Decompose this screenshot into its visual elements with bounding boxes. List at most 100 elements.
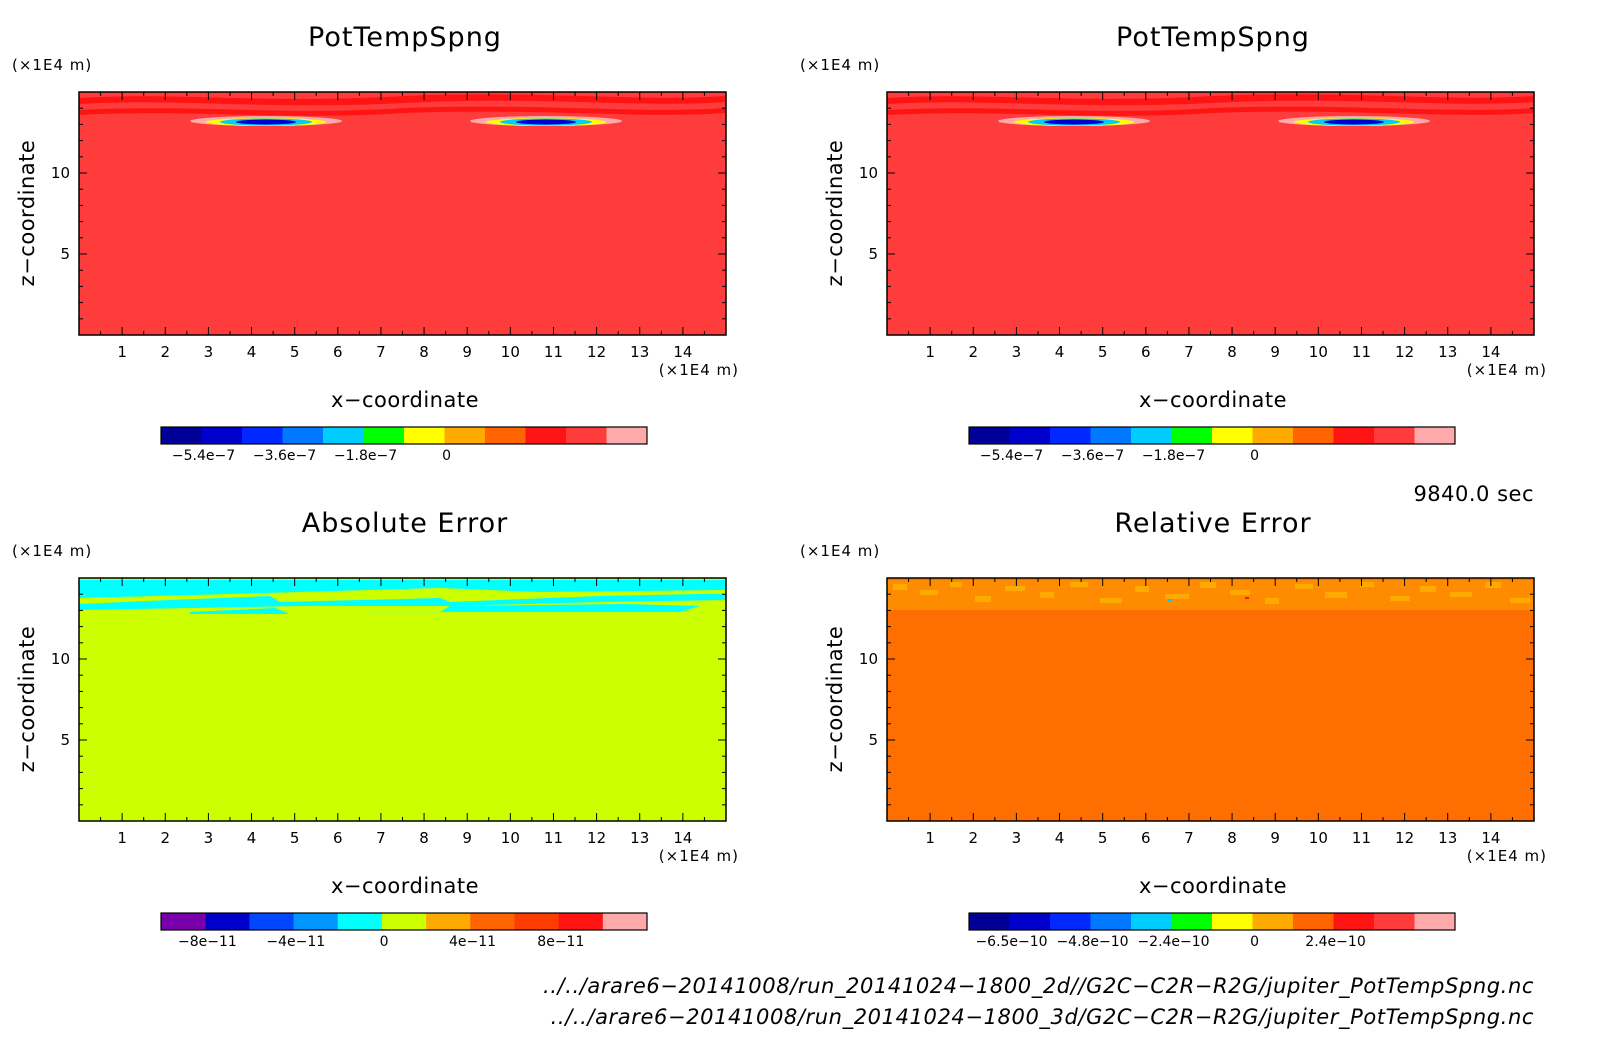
- colorbar-frame: [968, 912, 1456, 931]
- colorbar-swatch: [1333, 913, 1375, 930]
- x-tick-label: 6: [1141, 829, 1151, 847]
- x-tick-label: 1: [925, 343, 935, 361]
- x-tick-label: 14: [1481, 829, 1500, 847]
- colorbar-swatch: [1333, 427, 1375, 444]
- x-tick-label: 9: [462, 343, 472, 361]
- x-unit-label: (×1E4 m): [1467, 361, 1547, 379]
- x-unit-label: (×1E4 m): [1467, 847, 1547, 865]
- x-tick-label: 10: [501, 343, 520, 361]
- colorbar-swatch: [1252, 913, 1294, 930]
- colorbar-tick-label: −3.6e−7: [1061, 448, 1124, 464]
- x-tick-label: 9: [1270, 343, 1280, 361]
- y-axis-label: z−coordinate: [823, 140, 847, 287]
- colorbar-swatch: [282, 427, 324, 444]
- colorbar-tick-label: 0: [380, 934, 389, 950]
- colorbar-tick-label: −2.4e−10: [1137, 934, 1209, 950]
- x-tick-label: 1: [117, 343, 127, 361]
- background-field: [887, 92, 1534, 335]
- x-tick-label: 10: [1309, 829, 1328, 847]
- colorbar-swatch: [969, 427, 1010, 444]
- x-tick-label: 8: [1227, 829, 1237, 847]
- y-unit-label: (×1E4 m): [800, 56, 880, 74]
- colorbar-tick-label: 0: [1250, 934, 1259, 950]
- colorbar-swatch: [1009, 427, 1051, 444]
- x-tick-label: 1: [117, 829, 127, 847]
- x-axis-label: x−coordinate: [331, 388, 479, 412]
- y-axis-label: z−coordinate: [15, 140, 39, 287]
- x-tick-label: 8: [419, 829, 429, 847]
- background-field: [887, 578, 1534, 821]
- colorbar-tick-label: −5.4e−7: [980, 448, 1043, 464]
- heatmap-field: [887, 578, 1534, 821]
- colorbar-tick-label: −4e−11: [266, 934, 325, 950]
- colorbar-frame: [160, 912, 648, 931]
- file-path: ../../arare6−20141008/run_20141024−1800_…: [543, 974, 1534, 999]
- x-tick-label: 9: [462, 829, 472, 847]
- error-band: [190, 604, 700, 614]
- feature-core: [1044, 119, 1104, 125]
- timestamp: 9840.0 sec: [1413, 482, 1534, 506]
- x-tick-label: 12: [587, 343, 606, 361]
- x-tick-label: 10: [501, 829, 520, 847]
- y-tick-label: 5: [868, 731, 878, 749]
- panel-title: PotTempSpng: [1116, 22, 1310, 53]
- colorbar-swatch: [606, 427, 648, 444]
- colorbar-swatch: [1050, 913, 1091, 930]
- x-tick-label: 3: [1012, 829, 1022, 847]
- x-tick-label: 1: [925, 829, 935, 847]
- colorbar: −8e−11 −4e−11 0 4e−11 8e−11: [160, 912, 648, 950]
- y-tick-label: 5: [60, 245, 70, 263]
- x-tick-label: 5: [1098, 829, 1108, 847]
- y-axis-label: z−coordinate: [823, 626, 847, 773]
- colorbar-swatch: [444, 427, 486, 444]
- y-tick-label: 10: [51, 164, 70, 182]
- colorbar-tick-label: −1.8e−7: [334, 448, 397, 464]
- x-tick-label: 7: [376, 343, 386, 361]
- x-axis: 1 2 3 4 5 6 7 8 9 10 11 12 13 14: [100, 92, 705, 361]
- x-axis-label: x−coordinate: [1139, 388, 1287, 412]
- x-tick-label: 11: [544, 343, 563, 361]
- colorbar: −6.5e−10 −4.8e−10 −2.4e−10 0 2.4e−10: [968, 912, 1456, 950]
- x-unit-label: (×1E4 m): [659, 847, 739, 865]
- colorbar-frame: [160, 426, 648, 445]
- x-tick-label: 8: [419, 343, 429, 361]
- colorbar-swatch: [1090, 913, 1132, 930]
- x-tick-label: 14: [673, 829, 692, 847]
- x-tick-label: 10: [1309, 343, 1328, 361]
- y-axis: 5 10: [51, 593, 726, 806]
- colorbar-tick-label: 0: [442, 448, 451, 464]
- colorbar-tick-label: 8e−11: [537, 934, 584, 950]
- panel-title: PotTempSpng: [308, 22, 502, 53]
- y-unit-label: (×1E4 m): [12, 56, 92, 74]
- colorbar-swatch: [242, 427, 283, 444]
- upper-band: [79, 106, 726, 116]
- x-tick-label: 13: [630, 343, 649, 361]
- x-tick-label: 5: [290, 343, 300, 361]
- colorbar-swatch: [293, 913, 339, 930]
- x-axis: 1 2 3 4 5 6 7 8 9 10 11 12 13 14: [908, 578, 1513, 847]
- error-band: [79, 580, 726, 598]
- heatmap-field: [79, 578, 726, 821]
- colorbar-frame: [968, 426, 1456, 445]
- colorbar-swatch: [525, 427, 567, 444]
- x-tick-label: 7: [1184, 829, 1194, 847]
- feature-core: [236, 119, 296, 125]
- panel-top-left: PotTempSpng (×1E4 m) 1 2 3 4 5 6 7 8 9 10 11 12 13 14…: [12, 22, 738, 464]
- colorbar-tick-label: 2.4e−10: [1305, 934, 1365, 950]
- colorbar-swatch: [1374, 427, 1415, 444]
- x-tick-label: 7: [376, 829, 386, 847]
- colorbar-swatch: [201, 427, 243, 444]
- colorbar: −5.4e−7 −3.6e−7 −1.8e−7 0: [160, 426, 648, 464]
- colorbar-swatch: [470, 913, 515, 930]
- colorbar-swatch: [602, 913, 648, 930]
- colorbar-swatch: [1050, 427, 1091, 444]
- colorbar-swatch: [485, 427, 526, 444]
- panel-bottom-left: Absolute Error (×1E4 m) 1 2 3 4 5 6 7 8 9 10 11 12 1…: [12, 508, 739, 950]
- colorbar-swatch: [1131, 913, 1172, 930]
- background-field: [79, 578, 726, 821]
- y-axis: 5 10: [859, 593, 1534, 806]
- x-tick-label: 11: [1352, 343, 1371, 361]
- x-tick-label: 12: [1395, 343, 1414, 361]
- colorbar-swatch: [1009, 913, 1051, 930]
